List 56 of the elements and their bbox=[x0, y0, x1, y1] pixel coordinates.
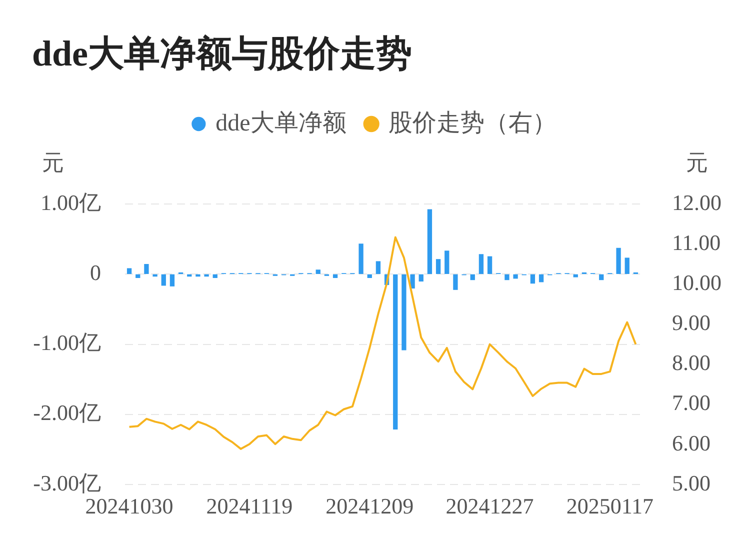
bar bbox=[616, 248, 621, 274]
x-tick-label: 20250117 bbox=[566, 494, 654, 519]
y-tick-label: 1.00亿 bbox=[40, 190, 101, 215]
y2-tick-label: 12.00 bbox=[672, 190, 722, 215]
bar bbox=[196, 274, 200, 277]
bar bbox=[393, 274, 398, 430]
bar bbox=[418, 274, 424, 282]
y-tick-label: -3.00亿 bbox=[33, 470, 101, 496]
y2-tick-label: 9.00 bbox=[672, 310, 710, 336]
y2-tick-label: 5.00 bbox=[672, 470, 710, 496]
bar bbox=[504, 274, 510, 280]
chart-title: dde大单净额与股价走势 bbox=[32, 33, 412, 74]
bar bbox=[161, 274, 166, 286]
x-tick-label: 20241227 bbox=[446, 494, 534, 519]
y2-tick-label: 10.00 bbox=[672, 270, 722, 295]
bar bbox=[152, 274, 158, 277]
bar bbox=[624, 258, 630, 274]
bar bbox=[530, 274, 536, 284]
y2-tick-label: 6.00 bbox=[672, 430, 710, 456]
bar bbox=[487, 256, 492, 274]
bar bbox=[126, 268, 132, 274]
y2-tick-label: 8.00 bbox=[672, 350, 710, 376]
bar bbox=[332, 274, 338, 278]
x-tick-label: 20241119 bbox=[206, 494, 293, 519]
bar bbox=[144, 264, 149, 274]
bar bbox=[436, 259, 441, 274]
y-tick-label: -2.00亿 bbox=[33, 400, 101, 426]
bar bbox=[358, 244, 364, 274]
bar bbox=[376, 261, 381, 274]
bar bbox=[599, 274, 604, 280]
bar bbox=[402, 274, 406, 350]
bar bbox=[538, 274, 544, 282]
bar bbox=[136, 274, 140, 278]
bar bbox=[410, 274, 415, 289]
bar bbox=[204, 274, 209, 277]
bar bbox=[316, 270, 320, 274]
y-tick-label: 0 bbox=[90, 260, 101, 285]
bar bbox=[470, 274, 475, 280]
x-tick-label: 20241030 bbox=[85, 494, 174, 519]
y2-axis-title: 元 bbox=[686, 150, 708, 175]
legend-label: dde大单净额 bbox=[216, 109, 346, 136]
bar bbox=[453, 274, 458, 290]
bar bbox=[170, 274, 175, 286]
bar bbox=[444, 250, 450, 274]
x-tick-label: 20241209 bbox=[326, 494, 414, 519]
bar bbox=[513, 274, 518, 279]
bar bbox=[427, 209, 432, 274]
bar bbox=[573, 274, 578, 278]
y2-tick-label: 7.00 bbox=[672, 390, 710, 416]
y-axis-title: 元 bbox=[42, 150, 64, 175]
bar bbox=[367, 274, 372, 278]
bar bbox=[212, 274, 218, 278]
legend-label: 股价走势（右） bbox=[388, 110, 556, 136]
bar bbox=[478, 254, 484, 274]
y2-tick-label: 11.00 bbox=[672, 230, 721, 255]
y-tick-label: -1.00亿 bbox=[33, 330, 101, 356]
